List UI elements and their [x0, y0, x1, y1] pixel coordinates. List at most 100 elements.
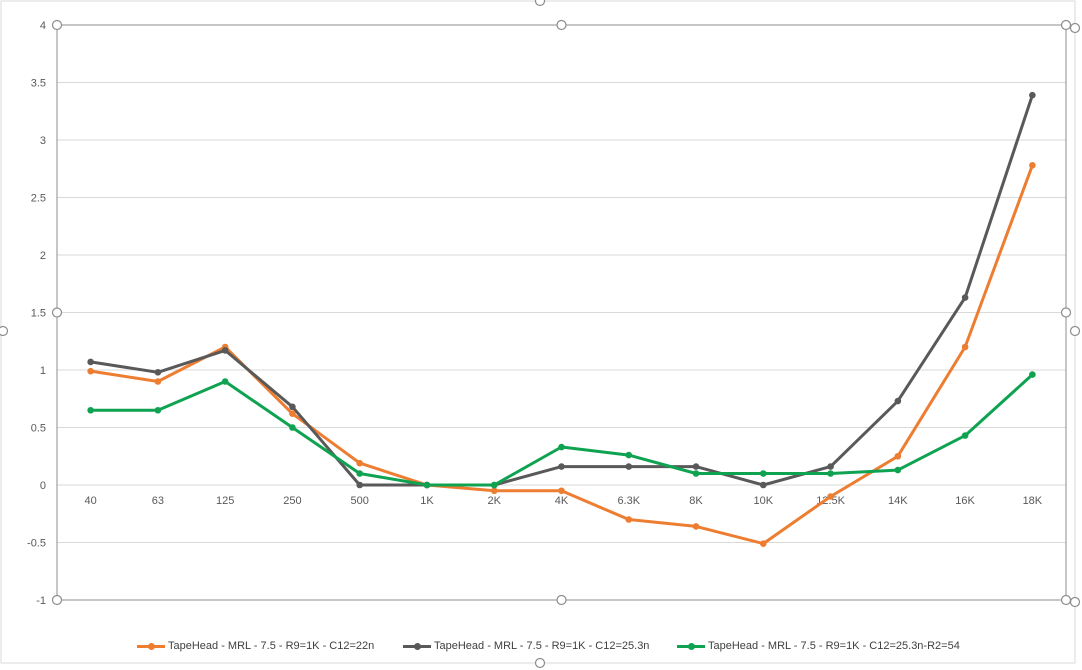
x-axis-tick-labels: 40 63 125 250 500 1K 2K 4K 6.3K 8K 10K 12.5K 14K 16K 1… — [85, 495, 1043, 507]
data-point-series-3 — [1029, 371, 1036, 378]
data-point-series-2 — [289, 403, 296, 411]
data-point-series-1 — [490, 487, 498, 495]
data-point-series-1 — [558, 487, 565, 495]
resize-handle[interactable] — [1069, 325, 1081, 337]
series-line-2 — [89, 93, 1034, 487]
data-point-series-3 — [490, 481, 498, 489]
resize-handle[interactable] — [556, 594, 567, 606]
series-lines — [89, 93, 1034, 546]
legend-label: TapeHead - MRL - 7.5 - R9=1K - C12=25.3n… — [708, 640, 960, 652]
legend-label: TapeHead - MRL - 7.5 - R9=1K - C12=22n — [168, 640, 375, 652]
y-tick-label: -1 — [36, 595, 46, 607]
x-tick-label: 2K — [487, 495, 501, 507]
resize-handle[interactable] — [1069, 22, 1081, 34]
data-point-series-3 — [894, 466, 902, 474]
resize-handle[interactable] — [534, 0, 546, 7]
data-point-series-3 — [356, 470, 364, 477]
resize-handle[interactable] — [51, 307, 63, 318]
x-tick-label: 125 — [216, 495, 234, 507]
legend-swatch — [677, 636, 705, 656]
data-point-series-1 — [289, 410, 296, 418]
resize-handle[interactable] — [1060, 594, 1072, 606]
data-point-series-1 — [87, 367, 94, 375]
resize-handle[interactable] — [1060, 19, 1072, 31]
data-point-series-2 — [356, 481, 364, 489]
x-tick-label: 6.3K — [617, 495, 640, 507]
legend-item-3: TapeHead - MRL - 7.5 - R9=1K - C12=25.3n… — [677, 636, 960, 656]
y-tick-label: 3 — [40, 135, 46, 147]
y-axis-tick-labels: -1 -0.5 0 0.5 1 1.5 2 2.5 3 3.5 4 — [27, 20, 46, 607]
legend-swatch — [137, 636, 165, 656]
resize-handle[interactable] — [556, 19, 567, 31]
data-point-series-2 — [558, 463, 565, 470]
data-point-series-2 — [894, 397, 902, 405]
x-tick-label: 1K — [420, 495, 434, 507]
gridlines — [57, 24, 1066, 601]
data-point-series-1 — [1029, 162, 1036, 169]
y-tick-label: 0.5 — [31, 423, 46, 435]
resize-handle[interactable] — [534, 657, 546, 669]
legend-label: TapeHead - MRL - 7.5 - R9=1K - C12=25.3n — [434, 640, 650, 652]
data-point-series-3 — [692, 470, 700, 477]
data-point-series-2 — [827, 463, 834, 470]
data-point-series-1 — [894, 452, 902, 460]
x-tick-label: 10K — [754, 495, 774, 507]
y-tick-label: 1 — [40, 365, 46, 377]
data-point-series-3 — [558, 443, 565, 451]
data-point-series-1 — [760, 540, 767, 547]
data-point-series-2 — [154, 369, 162, 376]
y-tick-label: 3.5 — [31, 78, 46, 90]
data-point-series-1 — [827, 493, 834, 500]
resize-handle[interactable] — [51, 19, 63, 31]
x-tick-label: 12.5K — [816, 495, 845, 507]
data-point-series-2 — [760, 481, 767, 489]
data-point-series-2 — [961, 294, 969, 301]
data-point-series-1 — [961, 343, 969, 351]
data-point-series-3 — [827, 470, 834, 477]
resize-handle[interactable] — [1060, 307, 1072, 318]
legend-item-1: TapeHead - MRL - 7.5 - R9=1K - C12=22n — [137, 636, 374, 656]
data-point-series-3 — [423, 481, 431, 489]
x-tick-label: 8K — [689, 495, 703, 507]
y-tick-label: 0 — [40, 480, 46, 492]
data-point-series-1 — [154, 378, 162, 385]
data-point-series-2 — [221, 347, 229, 354]
y-tick-label: -0.5 — [27, 538, 46, 550]
resize-handle[interactable] — [1069, 596, 1081, 608]
data-point-series-2 — [625, 463, 633, 470]
legend-item-2: TapeHead - MRL - 7.5 - R9=1K - C12=25.3n — [403, 636, 649, 656]
chart-legend: TapeHead - MRL - 7.5 - R9=1K - C12=22n Ta… — [0, 636, 1082, 656]
data-point-series-2 — [1029, 91, 1036, 99]
data-point-series-3 — [87, 406, 94, 414]
series-points — [87, 91, 1036, 547]
resize-handle[interactable] — [0, 325, 9, 337]
x-tick-label: 16K — [955, 495, 975, 507]
data-point-series-3 — [289, 424, 296, 431]
data-point-series-3 — [154, 406, 162, 414]
data-point-series-3 — [625, 451, 633, 459]
x-tick-label: 14K — [888, 495, 908, 507]
data-point-series-3 — [961, 432, 969, 439]
x-tick-label: 40 — [85, 495, 97, 507]
data-point-series-3 — [221, 378, 229, 385]
x-tick-label: 63 — [152, 495, 164, 507]
resize-handle[interactable] — [51, 594, 63, 606]
data-point-series-3 — [760, 470, 767, 477]
x-tick-label: 4K — [555, 495, 569, 507]
y-tick-label: 4 — [40, 20, 46, 32]
x-tick-label: 250 — [283, 495, 301, 507]
data-point-series-2 — [87, 358, 94, 366]
y-tick-label: 2.5 — [31, 193, 46, 205]
x-tick-label: 18K — [1023, 495, 1043, 507]
data-point-series-1 — [625, 516, 633, 523]
data-point-series-1 — [692, 523, 700, 530]
legend-swatch — [403, 636, 431, 656]
y-tick-label: 2 — [40, 250, 46, 262]
data-point-series-1 — [356, 459, 364, 467]
y-tick-label: 1.5 — [31, 308, 46, 320]
x-tick-label: 500 — [351, 495, 369, 507]
data-point-series-2 — [692, 463, 700, 470]
